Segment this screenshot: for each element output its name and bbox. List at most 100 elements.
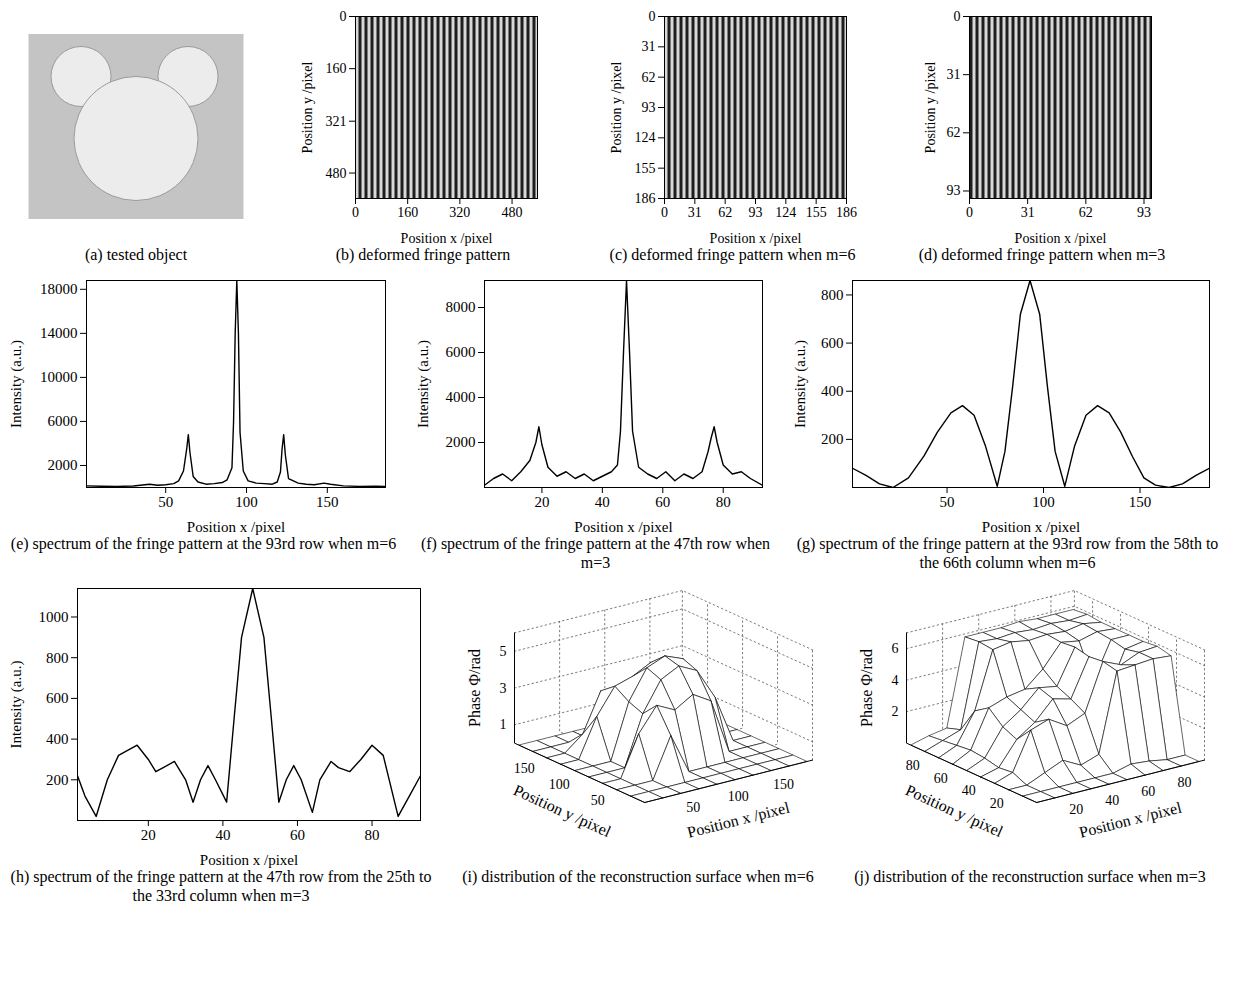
svg-text:Position y /pixel: Position y /pixel: [903, 781, 1006, 841]
svg-text:31: 31: [1021, 205, 1035, 220]
svg-text:321: 321: [325, 114, 346, 129]
svg-text:62: 62: [947, 125, 961, 140]
svg-text:Intensity (a.u.): Intensity (a.u.): [792, 340, 809, 428]
svg-text:Phase Φ/rad: Phase Φ/rad: [466, 649, 483, 727]
svg-text:400: 400: [821, 383, 844, 399]
svg-text:Intensity (a.u.): Intensity (a.u.): [8, 661, 25, 749]
svg-text:80: 80: [1177, 775, 1191, 790]
svg-text:31: 31: [642, 39, 656, 54]
svg-text:200: 200: [821, 432, 844, 448]
svg-text:Position x /pixel: Position x /pixel: [982, 519, 1080, 535]
svg-text:1: 1: [500, 717, 507, 732]
svg-text:Position y /pixel: Position y /pixel: [923, 62, 938, 154]
svg-text:600: 600: [46, 690, 69, 706]
svg-text:40: 40: [1105, 793, 1119, 808]
svg-text:20: 20: [141, 827, 156, 843]
svg-text:186: 186: [836, 205, 857, 220]
svg-text:0: 0: [649, 9, 656, 24]
svg-text:0: 0: [352, 205, 359, 220]
svg-text:3: 3: [500, 681, 507, 696]
svg-text:100: 100: [235, 495, 258, 511]
svg-text:150: 150: [773, 778, 794, 793]
svg-text:93: 93: [749, 205, 763, 220]
svg-text:124: 124: [775, 205, 796, 220]
svg-text:800: 800: [46, 650, 69, 666]
svg-text:1000: 1000: [39, 609, 69, 625]
svg-text:480: 480: [325, 166, 346, 181]
svg-text:Position x /pixel: Position x /pixel: [710, 231, 802, 246]
svg-text:60: 60: [1141, 784, 1155, 799]
svg-text:62: 62: [642, 70, 656, 85]
svg-text:Position x /pixel: Position x /pixel: [574, 519, 672, 535]
svg-text:20: 20: [1069, 803, 1083, 818]
svg-text:18000: 18000: [40, 281, 78, 297]
svg-text:8000: 8000: [446, 300, 476, 316]
svg-text:Position y /pixel: Position y /pixel: [609, 62, 624, 154]
svg-text:Position x /pixel: Position x /pixel: [400, 231, 492, 246]
svg-text:50: 50: [591, 793, 605, 808]
svg-text:2000: 2000: [48, 458, 78, 474]
svg-text:6: 6: [892, 641, 899, 656]
svg-text:2: 2: [892, 704, 899, 719]
svg-text:800: 800: [821, 287, 844, 303]
svg-text:100: 100: [1032, 495, 1055, 511]
svg-text:100: 100: [728, 789, 749, 804]
svg-text:Position x /pixel: Position x /pixel: [685, 799, 792, 842]
svg-text:Position y /pixel: Position y /pixel: [300, 62, 315, 154]
svg-text:150: 150: [514, 761, 535, 776]
svg-text:50: 50: [158, 495, 173, 511]
svg-text:124: 124: [635, 130, 656, 145]
svg-text:62: 62: [1079, 205, 1093, 220]
svg-text:150: 150: [1129, 495, 1152, 511]
svg-text:320: 320: [449, 205, 470, 220]
svg-text:62: 62: [718, 205, 732, 220]
svg-text:20: 20: [990, 796, 1004, 811]
svg-text:0: 0: [339, 9, 346, 24]
svg-text:60: 60: [934, 771, 948, 786]
svg-text:2000: 2000: [446, 435, 476, 451]
svg-text:Phase Φ/rad: Phase Φ/rad: [858, 649, 875, 727]
svg-text:200: 200: [46, 772, 69, 788]
svg-text:6000: 6000: [48, 414, 78, 430]
svg-text:93: 93: [947, 183, 961, 198]
svg-text:480: 480: [501, 205, 522, 220]
svg-text:0: 0: [966, 205, 973, 220]
svg-text:50: 50: [686, 800, 700, 815]
svg-text:60: 60: [655, 495, 670, 511]
svg-text:40: 40: [215, 827, 230, 843]
svg-text:186: 186: [635, 191, 656, 206]
svg-text:40: 40: [962, 784, 976, 799]
svg-text:Position x /pixel: Position x /pixel: [1077, 799, 1184, 842]
svg-text:60: 60: [290, 827, 305, 843]
svg-text:93: 93: [642, 100, 656, 115]
svg-text:50: 50: [940, 495, 955, 511]
svg-text:80: 80: [716, 495, 731, 511]
svg-text:155: 155: [635, 161, 656, 176]
svg-text:31: 31: [688, 205, 702, 220]
svg-text:400: 400: [46, 731, 69, 747]
svg-text:14000: 14000: [40, 326, 78, 342]
svg-text:6000: 6000: [446, 345, 476, 361]
svg-text:Intensity (a.u.): Intensity (a.u.): [8, 340, 25, 428]
svg-text:160: 160: [397, 205, 418, 220]
svg-text:0: 0: [661, 205, 668, 220]
svg-text:Position x /pixel: Position x /pixel: [187, 519, 285, 535]
svg-text:100: 100: [549, 777, 570, 792]
svg-text:600: 600: [821, 335, 844, 351]
svg-text:4000: 4000: [446, 390, 476, 406]
svg-text:160: 160: [325, 61, 346, 76]
svg-text:40: 40: [595, 495, 610, 511]
svg-text:Intensity (a.u.): Intensity (a.u.): [415, 340, 432, 428]
svg-text:10000: 10000: [40, 370, 78, 386]
svg-text:4: 4: [892, 673, 899, 688]
svg-text:80: 80: [906, 758, 920, 773]
svg-text:0: 0: [954, 9, 961, 24]
svg-text:31: 31: [947, 67, 961, 82]
svg-text:Position x /pixel: Position x /pixel: [1015, 231, 1107, 246]
svg-text:150: 150: [316, 495, 339, 511]
svg-text:80: 80: [365, 827, 380, 843]
svg-text:155: 155: [806, 205, 827, 220]
svg-text:5: 5: [500, 644, 507, 659]
svg-text:93: 93: [1137, 205, 1151, 220]
svg-text:Position y /pixel: Position y /pixel: [511, 781, 614, 841]
